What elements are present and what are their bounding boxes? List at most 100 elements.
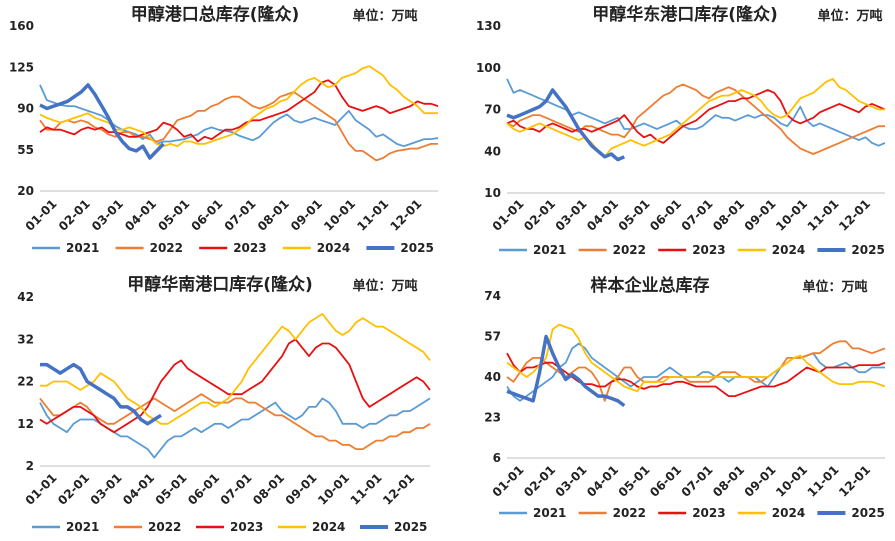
x-tick-label: 06-01 [185,471,222,508]
legend-label-2022: 2022 [150,241,183,255]
series-line-2022 [39,393,431,451]
legend-label-2021: 2021 [66,241,99,255]
y-tick-label: 22 [17,375,34,389]
series-line-2021 [39,84,439,148]
x-tick-label: 11-01 [805,463,842,500]
unit-label: 单位：万吨 [802,279,867,295]
legend-label-2022: 2022 [148,520,181,534]
series-line-2024 [506,323,886,393]
x-tick-label: 10-01 [773,197,810,234]
legend-label-2023: 2023 [230,520,263,534]
legend-label-2024: 2024 [772,506,805,520]
x-tick-label: 07-01 [218,471,255,508]
y-tick-label: 42 [17,290,34,304]
series-line-2023 [506,89,886,144]
x-tick-label: 04-01 [584,197,621,234]
y-tick-label: 40 [484,370,501,384]
x-tick-label: 11-01 [348,471,385,508]
x-tick-label: 07-01 [222,197,259,234]
y-tick-label: 23 [484,411,501,425]
series-line-2025 [506,334,626,408]
x-tick-label: 02-01 [56,197,93,234]
chart-panel-3: 甲醇华南港口库存(隆众) 单位：万吨 2 12 22 32 42 01-0102-0103-0… [17,274,431,534]
x-tick-label: 09-01 [288,197,325,234]
x-tick-label: 12-01 [380,471,417,508]
chart-title: 甲醇华南港口库存(隆众) [127,274,313,295]
y-tick-label: 90 [17,102,34,116]
series-line-2022 [506,83,885,155]
x-tick-label: 02-01 [55,471,92,508]
x-tick-label: 06-01 [647,463,684,500]
x-tick-label: 03-01 [553,197,590,234]
chart-panel-4: 样本企业总库存 单位：万吨 6 23 40 57 74 01-0102-0103-0104-0… [484,275,886,520]
x-tick-label: 09-01 [742,463,779,500]
legend-label-2025: 2025 [851,506,884,520]
legend-label-2024: 2024 [772,243,805,257]
x-tick-label: 08-01 [710,197,747,234]
y-tick-label: 12 [17,417,34,431]
series-line-2025 [506,88,625,162]
x-tick-label: 11-01 [354,197,391,234]
legend-label-2022: 2022 [613,506,646,520]
series-line-2025 [40,362,162,426]
series-line-2022 [39,91,438,162]
legend-label-2021: 2021 [533,506,566,520]
x-tick-label: 04-01 [120,471,157,508]
y-tick-label: 2 [26,459,34,473]
x-tick-label: 07-01 [679,197,716,234]
x-tick-label: 06-01 [647,197,684,234]
chart-title: 样本企业总库存 [591,275,710,296]
series-line-2024 [506,78,885,158]
x-tick-label: 12-01 [387,197,424,234]
legend-label-2022: 2022 [613,243,646,257]
y-tick-label: 100 [476,61,501,75]
y-tick-label: 57 [484,330,501,344]
x-tick-label: 10-01 [315,471,352,508]
y-tick-label: 32 [17,332,34,346]
x-tick-label: 08-01 [255,197,292,234]
series-line-2021 [39,397,431,459]
x-tick-label: 12-01 [836,463,873,500]
legend-label-2024: 2024 [317,241,350,255]
legend-label-2023: 2023 [233,241,266,255]
y-tick-label: 20 [17,184,34,198]
series-line-2025 [39,83,165,160]
series-line-2023 [39,338,431,434]
x-tick-label: 09-01 [742,197,779,234]
legend-label-2023: 2023 [692,506,725,520]
x-tick-label: 11-01 [805,197,842,234]
x-tick-label: 05-01 [616,197,653,234]
legend-label-2023: 2023 [692,243,725,257]
x-tick-label: 08-01 [250,471,287,508]
x-tick-label: 05-01 [616,463,653,500]
x-tick-label: 02-01 [521,197,558,234]
x-tick-label: 01-01 [23,471,60,508]
legend-label-2025: 2025 [400,241,433,255]
x-tick-label: 02-01 [521,463,558,500]
series-line-2024 [39,65,438,148]
chart-title: 甲醇华东港口库存(隆众) [592,4,778,25]
y-tick-label: 40 [484,144,501,158]
x-tick-label: 05-01 [153,471,190,508]
y-tick-label: 125 [9,60,34,74]
y-tick-label: 6 [493,451,501,465]
x-tick-label: 01-01 [490,463,527,500]
y-tick-label: 55 [17,143,34,157]
legend-label-2024: 2024 [312,520,345,534]
x-tick-label: 05-01 [155,197,192,234]
x-tick-label: 06-01 [188,197,225,234]
chart-panel-2: 甲醇华东港口库存(隆众) 单位：万吨10407010013001-0102-010… [476,4,886,257]
y-tick-label: 70 [484,103,501,117]
unit-label: 单位：万吨 [352,278,417,294]
chart-title: 甲醇港口总库存(隆众) [131,4,300,25]
x-tick-label: 01-01 [490,197,527,234]
series-line-2023 [39,79,439,143]
x-tick-label: 08-01 [710,463,747,500]
series-line-2022 [506,340,886,402]
legend-label-2021: 2021 [533,243,566,257]
x-tick-label: 09-01 [283,471,320,508]
series-line-2024 [40,312,431,425]
legend-label-2021: 2021 [66,520,99,534]
x-tick-label: 10-01 [321,197,358,234]
